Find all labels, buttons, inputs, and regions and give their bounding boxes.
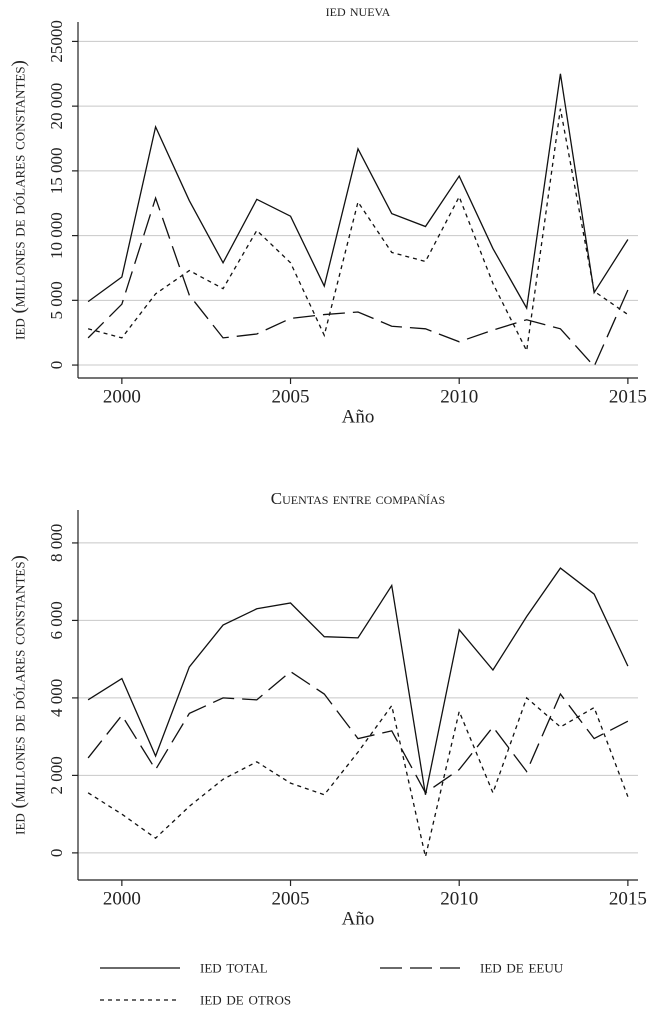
y-tick-label: 5 000 [47, 281, 66, 319]
legend-label: ied de otros [200, 988, 291, 1009]
y-tick-label: 6 000 [47, 601, 66, 639]
line-series [87, 670, 629, 794]
legend-label: ied de eeuu [480, 956, 564, 977]
y-axis-label: ied (millones de dólares constantes) [8, 555, 29, 835]
y-tick-label: 2 000 [47, 756, 66, 794]
x-tick-label: 2010 [440, 888, 478, 909]
line-series [87, 195, 629, 368]
y-tick-label: 25000 [47, 20, 66, 63]
chart-title: ied nueva [326, 1, 391, 20]
x-tick-label: 2000 [103, 386, 141, 407]
y-axis-label: ied (millones de dólares constantes) [8, 60, 29, 340]
x-tick-label: 2010 [440, 386, 478, 407]
x-axis-label: Año [342, 406, 375, 427]
y-tick-label: 10 000 [47, 212, 66, 259]
legend-label: ied total [200, 956, 268, 977]
x-tick-label: 2000 [103, 888, 141, 909]
x-tick-label: 2005 [272, 386, 310, 407]
x-tick-label: 2015 [609, 888, 647, 909]
x-tick-label: 2005 [272, 888, 310, 909]
y-tick-label: 8 000 [47, 524, 66, 562]
line-series [87, 567, 629, 795]
line-series [87, 696, 629, 857]
y-tick-label: 20 000 [47, 83, 66, 130]
x-tick-label: 2015 [609, 386, 647, 407]
y-tick-label: 15 000 [47, 147, 66, 194]
y-tick-label: 0 [47, 361, 66, 370]
chart-title: Cuentas entre compañías [271, 489, 445, 508]
y-tick-label: 0 [47, 849, 66, 858]
line-series [87, 108, 629, 353]
y-tick-label: 4 000 [47, 679, 66, 717]
x-axis-label: Año [342, 908, 375, 929]
line-series [87, 73, 629, 311]
